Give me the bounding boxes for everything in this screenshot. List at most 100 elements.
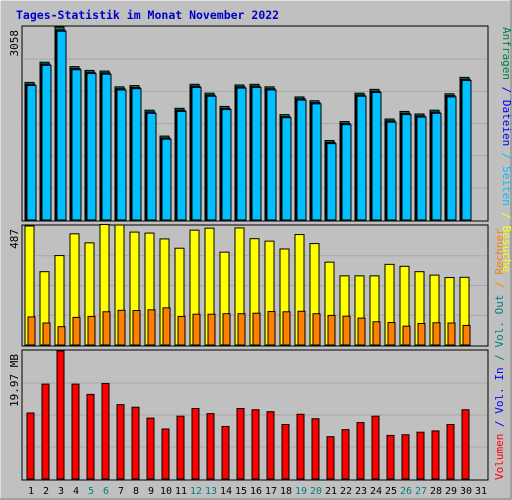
bar-volumen [146,417,155,480]
bar-seiten [461,80,472,221]
bar-volumen [131,406,140,480]
legend-entry-rechner: Rechner [493,228,506,275]
bar-seiten [101,73,112,221]
legend-volume-hosts: Volumen / Vol. In / Vol. Out / Rechner [493,228,506,480]
x-tick-label: 17 [265,486,277,497]
bar-volumen [56,350,65,480]
x-tick-label: 25 [385,486,397,497]
x-tick-label: 12 [190,486,202,497]
bar-volumen [356,422,365,480]
bar-seiten [41,64,52,221]
x-tick-label: 7 [118,486,124,497]
bar-rechner [462,324,471,346]
max-label-visits: 487 [8,229,21,249]
bar-seiten [281,117,292,221]
bar-rechner [102,311,111,346]
x-tick-label: 20 [310,486,322,497]
bar-rechner [432,322,441,346]
bar-rechner [177,315,186,346]
bar-seiten [341,124,352,221]
bars [24,26,472,480]
bar-volumen [461,409,470,480]
legend-entry-seiten: Seiten [500,166,512,206]
bar-rechner [402,325,411,346]
x-tick-label: 13 [205,486,217,497]
x-tick-label: 5 [88,486,94,497]
x-tick-label: 14 [220,486,232,497]
bar-rechner [357,317,366,346]
bar-volumen [206,413,215,480]
x-tick-label: 23 [355,486,367,497]
bar-rechner [42,322,51,346]
x-tick-label: 29 [445,486,457,497]
bar-rechner [312,313,321,346]
bar-rechner [207,313,216,346]
legend-entry-vol_out: Vol. Out [493,295,506,348]
bar-seiten [26,85,37,221]
bar-rechner [132,310,141,346]
x-tick-label: 16 [250,486,262,497]
bar-volumen [191,407,200,480]
x-tick-label: 1 [28,486,34,497]
bar-volumen [431,430,440,480]
bar-rechner [27,316,36,346]
x-tick-label: 4 [73,486,79,497]
bar-seiten [206,95,217,221]
bar-volumen [401,434,410,480]
bar-rechner [117,309,126,346]
bar-volumen [26,412,35,480]
bar-seiten [401,114,412,221]
x-tick-label: 30 [460,486,472,497]
x-tick-label: 26 [400,486,412,497]
bar-rechner [87,315,96,346]
panel-visits-frame [21,224,489,347]
bar-volumen [296,413,305,480]
bar-rechner [282,311,291,346]
bar-seiten [326,143,337,221]
bar-seiten [371,92,382,221]
x-tick-label: 27 [415,486,427,497]
bar-rechner [387,322,396,346]
bar-volumen [326,436,335,480]
bar-rechner [147,309,156,346]
panel-volume-frame [21,349,489,481]
bar-volumen [101,382,110,480]
bar-rechner [342,315,351,346]
legend-entry-dateien: Dateien [500,100,512,146]
bar-volumen [341,429,350,480]
bar-rechner [237,313,246,346]
bar-volumen [41,383,50,480]
bar-seiten [221,109,232,221]
x-tick-label: 3 [58,486,64,497]
x-tick-label: 2 [43,486,49,497]
bar-volumen [86,393,95,480]
bar-seiten [431,112,442,221]
bar-seiten [386,121,397,221]
x-tick-label: 31 [475,486,487,497]
bar-volumen [386,434,395,480]
x-tick-label: 28 [430,486,442,497]
bar-seiten [176,110,187,221]
bar-rechner [252,312,261,346]
bar-rechner [417,322,426,346]
x-tick-label: 8 [133,486,139,497]
bar-seiten [236,87,247,221]
bar-seiten [356,95,367,221]
bar-volumen [251,409,260,480]
legend-entry-besuche: Besuche [500,226,512,272]
legend-entry-seiten: / [500,146,512,166]
bar-seiten [116,89,127,221]
bar-volumen [371,415,380,480]
bar-seiten [56,30,67,221]
bar-seiten [296,99,307,221]
x-tick-label: 21 [325,486,337,497]
bar-rechner [327,314,336,346]
bar-seiten [311,103,322,221]
bar-volumen [311,418,320,480]
bar-seiten [86,73,97,221]
legend-entry-rechner: / [493,275,506,295]
bar-seiten [131,88,142,221]
legend-entry-besuche: / [500,206,512,226]
